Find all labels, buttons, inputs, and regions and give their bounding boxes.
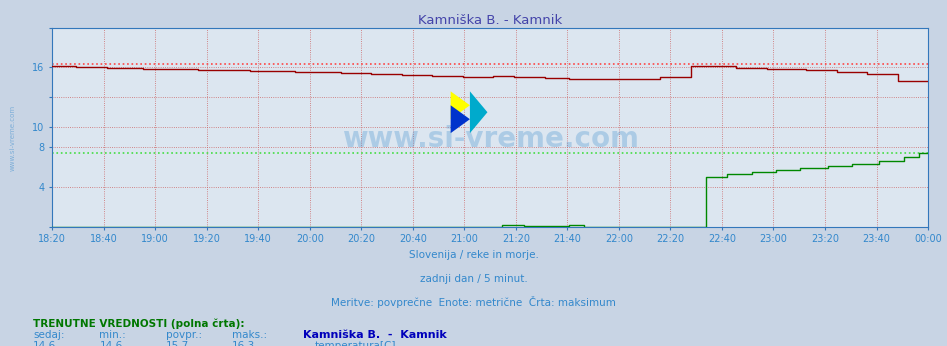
Text: 14,6: 14,6 (99, 342, 123, 346)
Text: Slovenija / reke in morje.: Slovenija / reke in morje. (408, 250, 539, 260)
Title: Kamniška B. - Kamnik: Kamniška B. - Kamnik (418, 13, 563, 27)
Text: www.si-vreme.com: www.si-vreme.com (342, 125, 638, 153)
Text: maks.:: maks.: (232, 330, 267, 340)
Polygon shape (451, 105, 470, 133)
Text: povpr.:: povpr.: (166, 330, 202, 340)
Text: 14,6: 14,6 (33, 342, 57, 346)
Text: temperatura[C]: temperatura[C] (314, 342, 396, 346)
Text: sedaj:: sedaj: (33, 330, 64, 340)
Text: TRENUTNE VREDNOSTI (polna črta):: TRENUTNE VREDNOSTI (polna črta): (33, 318, 244, 329)
Polygon shape (470, 91, 488, 133)
Text: Kamniška B.  -  Kamnik: Kamniška B. - Kamnik (303, 330, 447, 340)
Text: zadnji dan / 5 minut.: zadnji dan / 5 minut. (420, 274, 527, 284)
Text: 16,3: 16,3 (232, 342, 256, 346)
Text: www.si-vreme.com: www.si-vreme.com (9, 105, 15, 172)
Text: 15,7: 15,7 (166, 342, 189, 346)
Text: Meritve: povprečne  Enote: metrične  Črta: maksimum: Meritve: povprečne Enote: metrične Črta:… (331, 296, 616, 308)
Polygon shape (451, 91, 470, 119)
Text: min.:: min.: (99, 330, 126, 340)
